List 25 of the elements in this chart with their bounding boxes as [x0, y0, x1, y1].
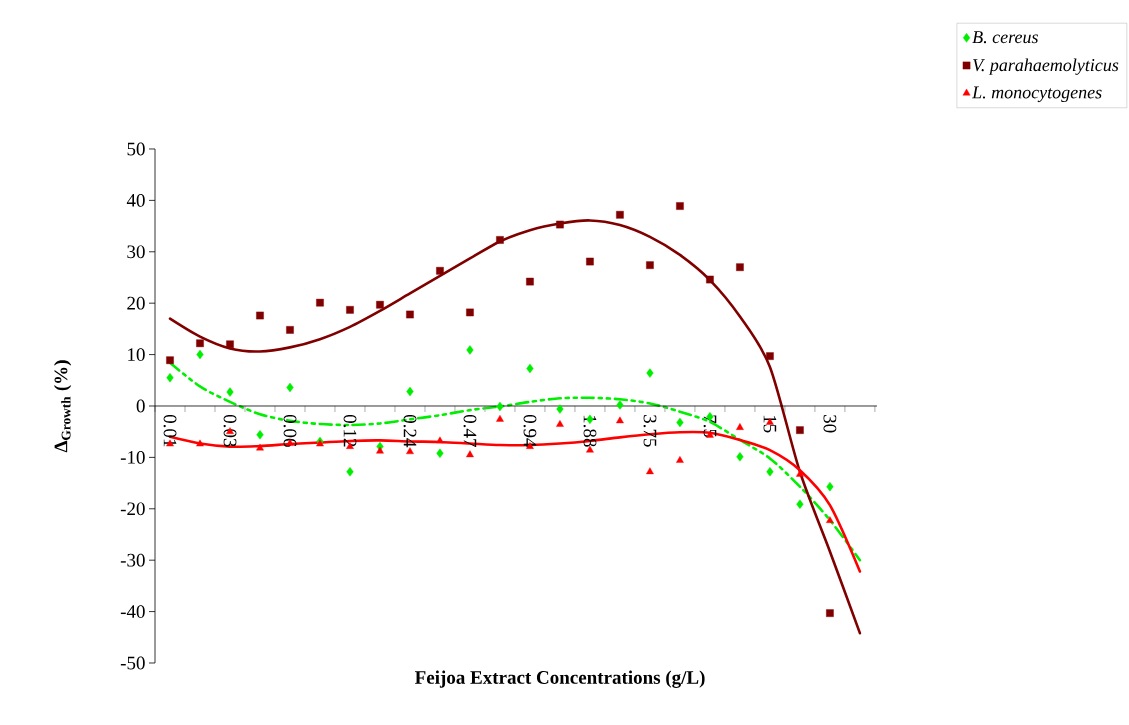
x-tick-label: 0.12 — [343, 414, 357, 447]
y-tick-label: -40 — [120, 605, 145, 618]
x-tick-label: 0.24 — [403, 414, 417, 448]
y-tick-label: 10 — [128, 348, 145, 361]
legend-label: V. parahaemolyticus — [973, 58, 1119, 75]
x-tick-label: 3.75 — [643, 415, 657, 447]
y-tick-label: -30 — [120, 553, 145, 567]
y-tick-label: -10 — [120, 450, 145, 464]
y-tick-label: -20 — [120, 502, 145, 516]
x-axis-title: Feijoa Extract Concentrations (g/L) — [415, 670, 705, 688]
y-tick-label: 40 — [126, 193, 145, 207]
x-tick-label: 0.03 — [223, 414, 237, 447]
y-tick-label: 50 — [127, 142, 145, 156]
y-tick-label: 30 — [127, 245, 145, 259]
x-tick-label: 0.47 — [463, 414, 477, 447]
y-tick-label: 20 — [127, 296, 145, 310]
x-tick-label: 30 — [823, 415, 837, 433]
x-tick-label: 15 — [763, 415, 777, 433]
y-tick-label: 0 — [136, 399, 145, 413]
legend-label: L. monocytogenes — [971, 86, 1102, 103]
y-tick-label: -50 — [120, 656, 145, 670]
x-tick-label: 0.06 — [283, 414, 297, 447]
y-axis-title: Δ$_{Growth}$ (%) — [53, 360, 72, 453]
x-tick-label: 0.94 — [523, 414, 537, 448]
legend-label: B. cereus — [972, 31, 1038, 44]
